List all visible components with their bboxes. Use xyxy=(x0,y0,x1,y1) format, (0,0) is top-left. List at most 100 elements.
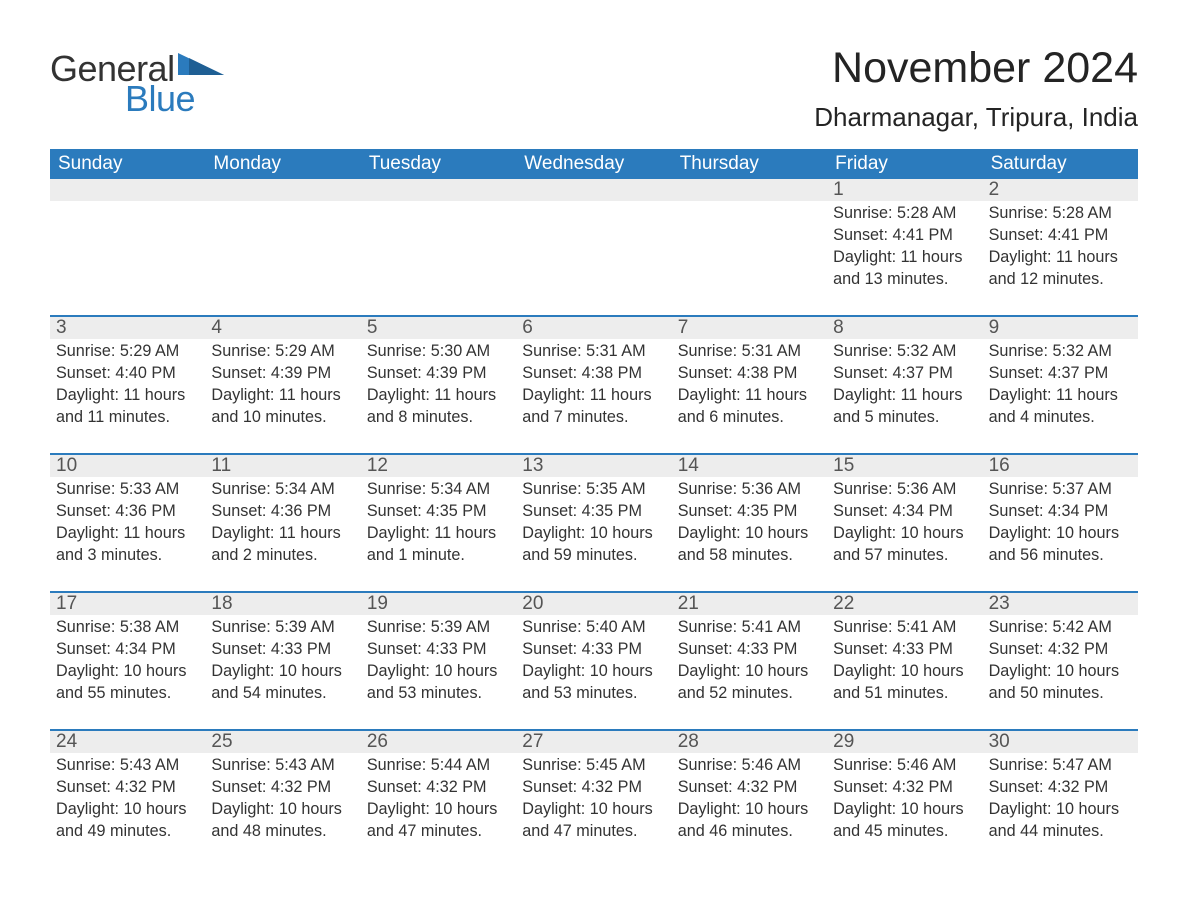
daylight-text: Daylight: 10 hours and 50 minutes. xyxy=(989,661,1132,705)
day-details: Sunrise: 5:34 AMSunset: 4:35 PMDaylight:… xyxy=(361,477,516,566)
day-details: Sunrise: 5:45 AMSunset: 4:32 PMDaylight:… xyxy=(516,753,671,842)
daylight-text: Daylight: 11 hours and 12 minutes. xyxy=(989,247,1132,291)
weekday-header: Friday xyxy=(827,149,982,179)
day-cell: 15Sunrise: 5:36 AMSunset: 4:34 PMDayligh… xyxy=(827,455,982,585)
day-number xyxy=(50,179,205,201)
day-details: Sunrise: 5:31 AMSunset: 4:38 PMDaylight:… xyxy=(516,339,671,428)
day-details: Sunrise: 5:43 AMSunset: 4:32 PMDaylight:… xyxy=(205,753,360,842)
day-number: 7 xyxy=(672,317,827,339)
day-cell: 20Sunrise: 5:40 AMSunset: 4:33 PMDayligh… xyxy=(516,593,671,723)
day-number: 23 xyxy=(983,593,1138,615)
sunset-text: Sunset: 4:32 PM xyxy=(678,777,821,799)
day-details: Sunrise: 5:31 AMSunset: 4:38 PMDaylight:… xyxy=(672,339,827,428)
day-number: 2 xyxy=(983,179,1138,201)
header: General Blue November 2024 Dharmanagar, … xyxy=(50,45,1138,133)
day-number: 6 xyxy=(516,317,671,339)
day-details: Sunrise: 5:43 AMSunset: 4:32 PMDaylight:… xyxy=(50,753,205,842)
day-cell: 19Sunrise: 5:39 AMSunset: 4:33 PMDayligh… xyxy=(361,593,516,723)
calendar-week-row: 24Sunrise: 5:43 AMSunset: 4:32 PMDayligh… xyxy=(50,729,1138,861)
weeks-container: 1Sunrise: 5:28 AMSunset: 4:41 PMDaylight… xyxy=(50,179,1138,861)
sunset-text: Sunset: 4:33 PM xyxy=(678,639,821,661)
sunset-text: Sunset: 4:32 PM xyxy=(367,777,510,799)
day-cell xyxy=(50,179,205,309)
day-number: 28 xyxy=(672,731,827,753)
sunrise-text: Sunrise: 5:34 AM xyxy=(367,479,510,501)
sunset-text: Sunset: 4:35 PM xyxy=(367,501,510,523)
sunset-text: Sunset: 4:32 PM xyxy=(56,777,199,799)
sunrise-text: Sunrise: 5:32 AM xyxy=(989,341,1132,363)
day-details: Sunrise: 5:29 AMSunset: 4:39 PMDaylight:… xyxy=(205,339,360,428)
day-number: 20 xyxy=(516,593,671,615)
day-cell: 18Sunrise: 5:39 AMSunset: 4:33 PMDayligh… xyxy=(205,593,360,723)
day-number: 29 xyxy=(827,731,982,753)
sunset-text: Sunset: 4:32 PM xyxy=(211,777,354,799)
daylight-text: Daylight: 11 hours and 7 minutes. xyxy=(522,385,665,429)
day-number: 25 xyxy=(205,731,360,753)
day-cell xyxy=(516,179,671,309)
day-number xyxy=(205,179,360,201)
day-cell: 1Sunrise: 5:28 AMSunset: 4:41 PMDaylight… xyxy=(827,179,982,309)
sunset-text: Sunset: 4:37 PM xyxy=(833,363,976,385)
sunset-text: Sunset: 4:32 PM xyxy=(989,777,1132,799)
day-cell: 7Sunrise: 5:31 AMSunset: 4:38 PMDaylight… xyxy=(672,317,827,447)
day-number: 27 xyxy=(516,731,671,753)
day-cell: 23Sunrise: 5:42 AMSunset: 4:32 PMDayligh… xyxy=(983,593,1138,723)
daylight-text: Daylight: 11 hours and 3 minutes. xyxy=(56,523,199,567)
day-details: Sunrise: 5:36 AMSunset: 4:35 PMDaylight:… xyxy=(672,477,827,566)
calendar-week-row: 3Sunrise: 5:29 AMSunset: 4:40 PMDaylight… xyxy=(50,315,1138,447)
day-cell: 6Sunrise: 5:31 AMSunset: 4:38 PMDaylight… xyxy=(516,317,671,447)
day-details: Sunrise: 5:28 AMSunset: 4:41 PMDaylight:… xyxy=(827,201,982,290)
daylight-text: Daylight: 10 hours and 54 minutes. xyxy=(211,661,354,705)
sunset-text: Sunset: 4:36 PM xyxy=(56,501,199,523)
sunrise-text: Sunrise: 5:29 AM xyxy=(211,341,354,363)
sunset-text: Sunset: 4:33 PM xyxy=(522,639,665,661)
day-cell: 10Sunrise: 5:33 AMSunset: 4:36 PMDayligh… xyxy=(50,455,205,585)
day-details: Sunrise: 5:34 AMSunset: 4:36 PMDaylight:… xyxy=(205,477,360,566)
location-subtitle: Dharmanagar, Tripura, India xyxy=(814,102,1138,133)
day-cell xyxy=(672,179,827,309)
daylight-text: Daylight: 10 hours and 48 minutes. xyxy=(211,799,354,843)
sunset-text: Sunset: 4:33 PM xyxy=(367,639,510,661)
daylight-text: Daylight: 10 hours and 52 minutes. xyxy=(678,661,821,705)
weekday-header: Wednesday xyxy=(516,149,671,179)
day-cell: 24Sunrise: 5:43 AMSunset: 4:32 PMDayligh… xyxy=(50,731,205,861)
day-number: 8 xyxy=(827,317,982,339)
sunrise-text: Sunrise: 5:44 AM xyxy=(367,755,510,777)
daylight-text: Daylight: 10 hours and 47 minutes. xyxy=(522,799,665,843)
sunrise-text: Sunrise: 5:42 AM xyxy=(989,617,1132,639)
daylight-text: Daylight: 10 hours and 53 minutes. xyxy=(367,661,510,705)
day-cell: 11Sunrise: 5:34 AMSunset: 4:36 PMDayligh… xyxy=(205,455,360,585)
day-number: 12 xyxy=(361,455,516,477)
sunrise-text: Sunrise: 5:46 AM xyxy=(833,755,976,777)
sunset-text: Sunset: 4:37 PM xyxy=(989,363,1132,385)
sunrise-text: Sunrise: 5:36 AM xyxy=(678,479,821,501)
sunset-text: Sunset: 4:41 PM xyxy=(833,225,976,247)
sunset-text: Sunset: 4:41 PM xyxy=(989,225,1132,247)
weekday-header-row: Sunday Monday Tuesday Wednesday Thursday… xyxy=(50,149,1138,179)
day-cell: 5Sunrise: 5:30 AMSunset: 4:39 PMDaylight… xyxy=(361,317,516,447)
daylight-text: Daylight: 10 hours and 55 minutes. xyxy=(56,661,199,705)
day-number: 11 xyxy=(205,455,360,477)
day-cell: 9Sunrise: 5:32 AMSunset: 4:37 PMDaylight… xyxy=(983,317,1138,447)
day-details: Sunrise: 5:42 AMSunset: 4:32 PMDaylight:… xyxy=(983,615,1138,704)
day-number: 19 xyxy=(361,593,516,615)
day-cell: 4Sunrise: 5:29 AMSunset: 4:39 PMDaylight… xyxy=(205,317,360,447)
sunrise-text: Sunrise: 5:35 AM xyxy=(522,479,665,501)
day-cell: 29Sunrise: 5:46 AMSunset: 4:32 PMDayligh… xyxy=(827,731,982,861)
sunrise-text: Sunrise: 5:30 AM xyxy=(367,341,510,363)
day-details: Sunrise: 5:28 AMSunset: 4:41 PMDaylight:… xyxy=(983,201,1138,290)
sunrise-text: Sunrise: 5:37 AM xyxy=(989,479,1132,501)
day-number: 22 xyxy=(827,593,982,615)
sunset-text: Sunset: 4:38 PM xyxy=(678,363,821,385)
sunrise-text: Sunrise: 5:43 AM xyxy=(211,755,354,777)
day-number: 1 xyxy=(827,179,982,201)
sunrise-text: Sunrise: 5:34 AM xyxy=(211,479,354,501)
day-cell: 8Sunrise: 5:32 AMSunset: 4:37 PMDaylight… xyxy=(827,317,982,447)
sunrise-text: Sunrise: 5:41 AM xyxy=(678,617,821,639)
daylight-text: Daylight: 11 hours and 13 minutes. xyxy=(833,247,976,291)
day-number: 16 xyxy=(983,455,1138,477)
day-cell: 14Sunrise: 5:36 AMSunset: 4:35 PMDayligh… xyxy=(672,455,827,585)
sunset-text: Sunset: 4:33 PM xyxy=(211,639,354,661)
day-cell: 27Sunrise: 5:45 AMSunset: 4:32 PMDayligh… xyxy=(516,731,671,861)
weekday-header: Sunday xyxy=(50,149,205,179)
